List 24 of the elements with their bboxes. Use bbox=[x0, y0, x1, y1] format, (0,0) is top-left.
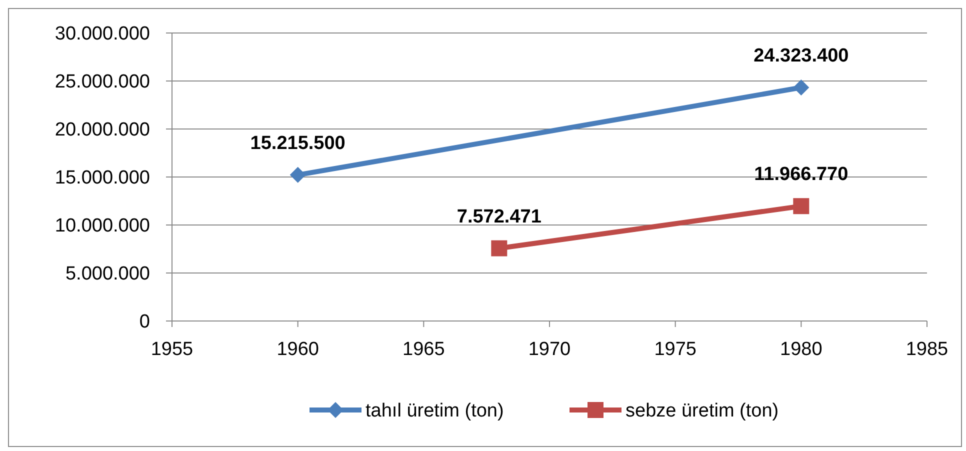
y-tick-label: 25.000.000 bbox=[54, 72, 150, 93]
point bbox=[491, 240, 508, 256]
x-tick-label: 1970 bbox=[528, 339, 571, 360]
data-label: 15.215.500 bbox=[250, 132, 346, 154]
x-tick-label: 1985 bbox=[906, 339, 948, 360]
legend-label: tahıl üretim (ton) bbox=[366, 400, 504, 422]
point bbox=[290, 166, 306, 183]
x-tick-label: 1955 bbox=[150, 339, 194, 360]
y-tick-label: 20.000.000 bbox=[54, 120, 150, 141]
y-tick-label: 0 bbox=[139, 312, 150, 333]
data-label: 24.323.400 bbox=[754, 45, 849, 66]
x-tick-label: 1980 bbox=[780, 339, 822, 360]
legend-label: sebze üretim (ton) bbox=[626, 400, 779, 422]
y-tick-label: 30.000.000 bbox=[54, 24, 150, 45]
y-tick-label: 10.000.000 bbox=[54, 216, 150, 237]
point bbox=[793, 198, 810, 214]
point bbox=[793, 79, 810, 96]
x-tick-label: 1960 bbox=[276, 339, 319, 360]
y-tick-label: 5.000.000 bbox=[65, 264, 150, 285]
data-label: 11.966.770 bbox=[754, 164, 848, 186]
data-label: 7.572.471 bbox=[456, 206, 542, 228]
y-tick-label: 15.000.000 bbox=[54, 168, 150, 189]
x-tick-label: 1965 bbox=[402, 339, 445, 360]
x-tick-label: 1975 bbox=[654, 339, 696, 360]
